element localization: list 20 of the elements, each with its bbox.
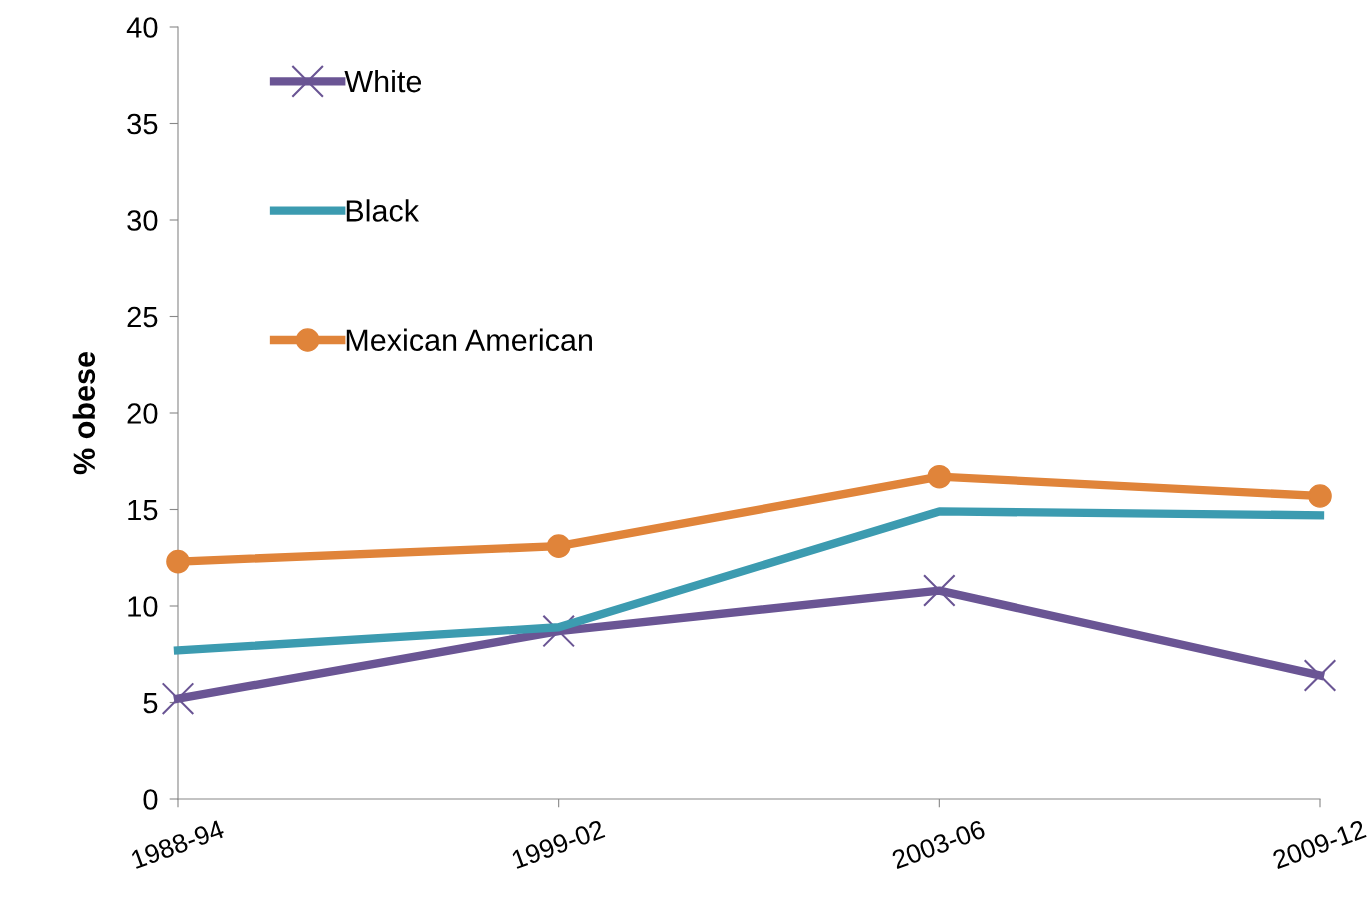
y-tick-label: 35 (127, 113, 158, 135)
y-tick-label: 10 (128, 596, 158, 617)
legend-label: White (344, 69, 422, 93)
y-tick-label: 20 (127, 403, 158, 424)
point (1308, 484, 1332, 508)
y-tick-label: 0 (143, 789, 158, 810)
point (927, 464, 952, 489)
y-axis-title: % obese (72, 352, 96, 475)
point (166, 549, 190, 574)
y-tick-label: 30 (127, 210, 158, 231)
legend-label: Black (346, 199, 420, 222)
point (161, 682, 195, 715)
legend-label: Mexican American (346, 328, 592, 352)
y-tick-label: 5 (143, 693, 158, 714)
point (546, 534, 571, 558)
y-tick-label: 25 (127, 306, 158, 328)
point (923, 574, 956, 607)
y-tick-label: 15 (128, 500, 158, 521)
y-tick-label: 40 (126, 17, 158, 38)
point (1303, 659, 1337, 692)
